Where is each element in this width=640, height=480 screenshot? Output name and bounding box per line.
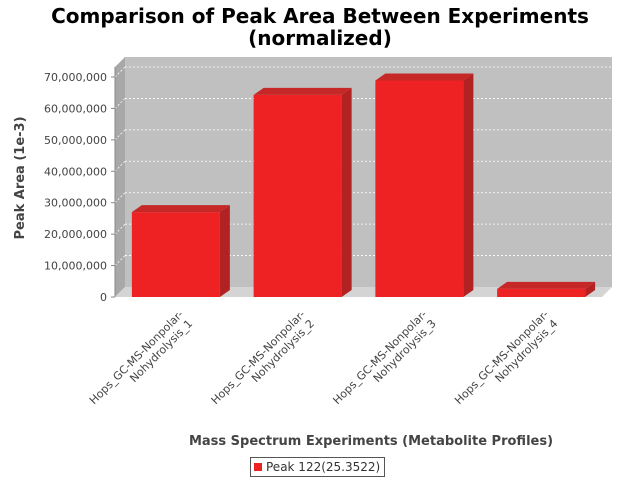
bar-top: [375, 73, 474, 81]
bar-side: [341, 87, 352, 298]
bar: [131, 212, 220, 297]
bar: [253, 94, 342, 298]
y-tick-label: 30,000,000: [44, 197, 107, 210]
x-axis-label: Mass Spectrum Experiments (Metabolite Pr…: [189, 434, 553, 449]
bar-side: [463, 73, 474, 297]
bar-top: [253, 87, 352, 95]
bar: [375, 80, 464, 297]
y-tick-label: 10,000,000: [44, 260, 107, 273]
legend: Peak 122(25.3522): [250, 457, 386, 477]
x-tick-label: Hops_GC-MS-Nonpolar-Nohydrolysis_2: [209, 308, 317, 416]
y-tick-label: 70,000,000: [44, 71, 107, 84]
y-axis-label: Peak Area (1e-3): [13, 116, 28, 239]
y-tick-label: 0: [100, 291, 107, 304]
bar-side: [585, 281, 596, 297]
plot-side-wall: [115, 57, 125, 297]
x-tick-label: Hops_GC-MS-Nonpolar-Nohydrolysis_4: [452, 308, 560, 416]
bar-top: [131, 205, 230, 213]
y-tick-label: 50,000,000: [44, 134, 107, 147]
legend-swatch: [254, 463, 262, 471]
plot-floor: [115, 287, 612, 297]
bar-side: [219, 205, 230, 297]
bar: [497, 288, 586, 297]
y-tick-label: 20,000,000: [44, 228, 107, 241]
y-tick-label: 60,000,000: [44, 102, 107, 115]
bar-top: [497, 281, 596, 289]
legend-label: Peak 122(25.3522): [266, 460, 381, 474]
x-tick-label: Hops_GC-MS-Nonpolar-Nohydrolysis_1: [87, 308, 195, 416]
chart-title: Comparison of Peak Area Between Experime…: [51, 4, 589, 28]
x-tick-label: Hops_GC-MS-Nonpolar-Nohydrolysis_3: [330, 308, 438, 416]
chart-subtitle: (normalized): [248, 26, 392, 50]
y-tick-label: 40,000,000: [44, 165, 107, 178]
